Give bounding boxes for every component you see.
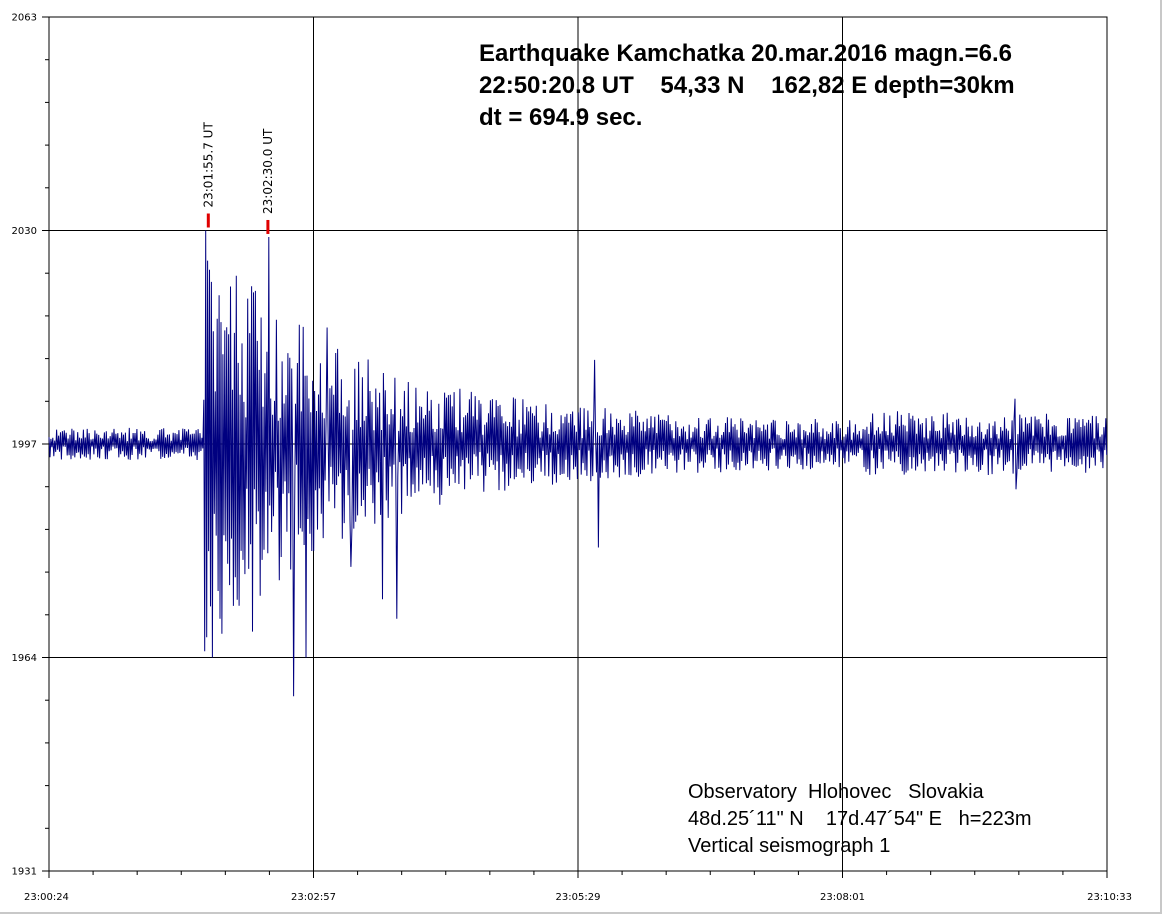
x-tick-label: 23:10:33	[1087, 892, 1132, 903]
y-tick-label: 1997	[12, 440, 37, 451]
title-line-3: dt = 694.9 sec.	[479, 104, 642, 131]
x-tick-label: 23:05:29	[556, 892, 601, 903]
title-block: Earthquake Kamchatka 20.mar.2016 magn.=6…	[479, 40, 1015, 131]
title-line-1: Earthquake Kamchatka 20.mar.2016 magn.=6…	[479, 40, 1012, 67]
y-tick-label: 1964	[12, 653, 37, 664]
seismogram-trace	[48, 230, 1108, 697]
title-line-2: 22:50:20.8 UT 54,33 N 162,82 E depth=30k…	[479, 72, 1015, 99]
y-tick-label: 2030	[12, 226, 37, 237]
marker-layer: 23:01:55.7 UT 23:02:30.0 UT	[201, 122, 275, 234]
observatory-block: Observatory Hlohovec Slovakia 48d.25´11"…	[688, 781, 1032, 857]
trace-layer	[48, 230, 1108, 697]
observatory-line-2: 48d.25´11" N 17d.47´54" E h=223m	[688, 808, 1032, 830]
observatory-line-1: Observatory Hlohovec Slovakia	[688, 781, 985, 803]
axes: 2063 2030 1997 1964 1931 23:00:24 23:02:57 23:0…	[12, 13, 1132, 904]
x-tick-label: 23:08:01	[820, 892, 865, 903]
x-tick-label: 23:02:57	[291, 892, 336, 903]
phase-marker-label: 23:02:30.0 UT	[261, 128, 275, 214]
y-tick-label: 2063	[12, 13, 37, 24]
x-tick-label: 23:00:24	[24, 892, 69, 903]
phase-marker-label: 23:01:55.7 UT	[201, 122, 215, 208]
y-tick-label: 1931	[12, 867, 37, 878]
observatory-line-3: Vertical seismograph 1	[688, 835, 890, 857]
